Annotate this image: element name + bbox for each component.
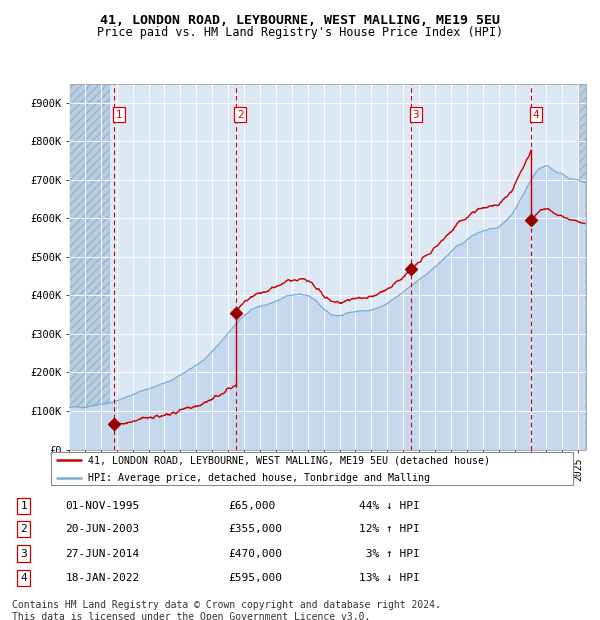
Text: 20-JUN-2003: 20-JUN-2003 [65, 524, 140, 534]
Text: 44% ↓ HPI: 44% ↓ HPI [359, 500, 420, 511]
Text: 3% ↑ HPI: 3% ↑ HPI [359, 549, 420, 559]
Text: 01-NOV-1995: 01-NOV-1995 [65, 500, 140, 511]
Text: £65,000: £65,000 [229, 500, 276, 511]
Bar [579, 84, 586, 449]
Text: HPI: Average price, detached house, Tonbridge and Malling: HPI: Average price, detached house, Tonb… [88, 472, 430, 483]
Text: 18-JAN-2022: 18-JAN-2022 [65, 573, 140, 583]
Text: 4: 4 [533, 110, 539, 120]
FancyBboxPatch shape [50, 452, 574, 485]
Text: 12% ↑ HPI: 12% ↑ HPI [359, 524, 420, 534]
Text: 3: 3 [20, 549, 27, 559]
Text: 4: 4 [20, 573, 27, 583]
Text: 13% ↓ HPI: 13% ↓ HPI [359, 573, 420, 583]
Text: 2: 2 [20, 524, 27, 534]
Text: Price paid vs. HM Land Registry's House Price Index (HPI): Price paid vs. HM Land Registry's House … [97, 26, 503, 39]
Text: 3: 3 [412, 110, 419, 120]
Text: 27-JUN-2014: 27-JUN-2014 [65, 549, 140, 559]
Text: £595,000: £595,000 [229, 573, 283, 583]
Text: 41, LONDON ROAD, LEYBOURNE, WEST MALLING, ME19 5EU: 41, LONDON ROAD, LEYBOURNE, WEST MALLING… [100, 14, 500, 27]
Text: £355,000: £355,000 [229, 524, 283, 534]
Bar [69, 84, 109, 449]
Text: Contains HM Land Registry data © Crown copyright and database right 2024.
This d: Contains HM Land Registry data © Crown c… [12, 600, 441, 620]
Text: 2: 2 [237, 110, 244, 120]
Text: 1: 1 [20, 500, 27, 511]
Text: 41, LONDON ROAD, LEYBOURNE, WEST MALLING, ME19 5EU (detached house): 41, LONDON ROAD, LEYBOURNE, WEST MALLING… [88, 456, 490, 466]
Text: 1: 1 [116, 110, 122, 120]
Text: £470,000: £470,000 [229, 549, 283, 559]
